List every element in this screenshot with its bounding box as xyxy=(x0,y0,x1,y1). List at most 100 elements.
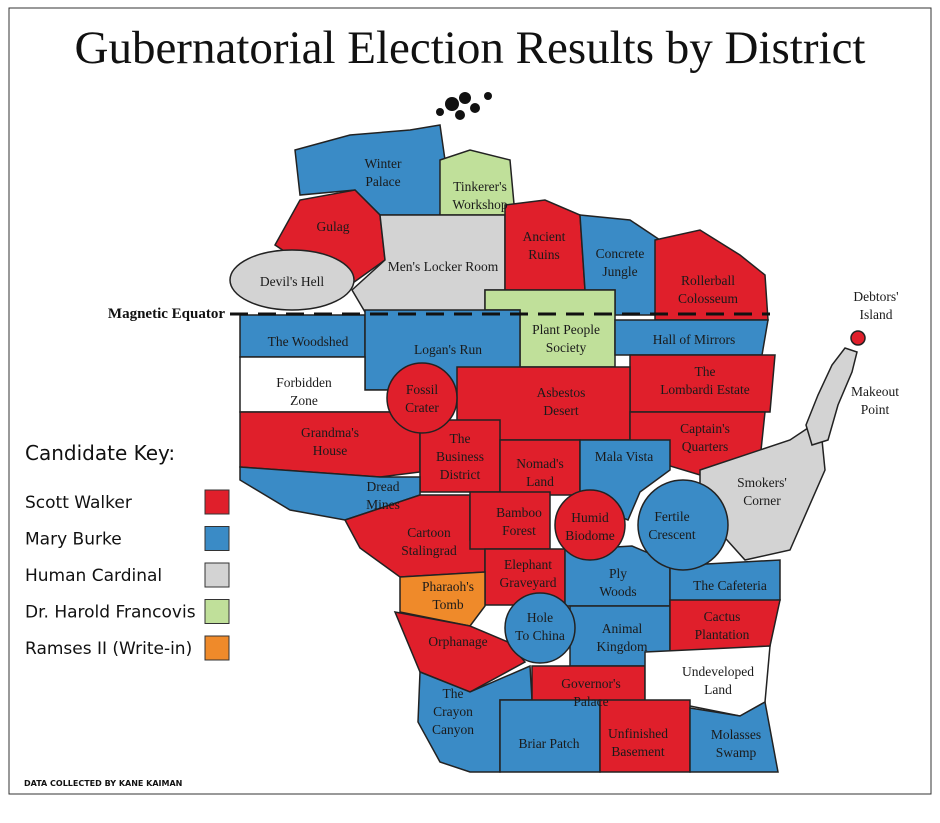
key-name: Ramses II (Write-in) xyxy=(25,639,192,659)
label-line: Ruins xyxy=(528,247,560,262)
label-line: Land xyxy=(704,682,732,697)
label-line: Crayon xyxy=(433,704,473,719)
district-label: Nomad's Land xyxy=(516,456,563,489)
islands xyxy=(436,92,492,120)
district-label: Animal Kingdom xyxy=(596,621,648,654)
district-label: The Business District xyxy=(436,431,484,482)
label-line: Crater xyxy=(405,400,439,415)
district-label: Briar Patch xyxy=(518,736,579,751)
key-name: Human Cardinal xyxy=(25,566,162,586)
district-label: Humid Biodome xyxy=(565,510,615,543)
key-title: Candidate Key: xyxy=(25,441,175,465)
district-label: Cartoon Stalingrad xyxy=(401,525,457,558)
district-label: Orphanage xyxy=(428,634,487,649)
district-label: The Woodshed xyxy=(268,334,349,349)
label-line: Men's Locker Room xyxy=(388,259,499,274)
label-line: Woods xyxy=(599,584,636,599)
district-label: Makeout Point xyxy=(851,384,899,417)
district xyxy=(637,479,729,571)
district-label: Winter Palace xyxy=(365,156,402,189)
label-line: Basement xyxy=(611,744,664,759)
label-line: Elephant xyxy=(504,557,552,572)
label-line: Orphanage xyxy=(428,634,487,649)
label-line: Tinkerer's xyxy=(453,179,507,194)
district-label: Molasses Swamp xyxy=(711,727,761,760)
label-line: Business xyxy=(436,449,484,464)
label-line: Colosseum xyxy=(678,291,739,306)
label-line: The Woodshed xyxy=(268,334,349,349)
district xyxy=(689,700,779,773)
key-swatch xyxy=(204,562,230,588)
label-line: Graveyard xyxy=(500,575,557,590)
label-line: Mala Vista xyxy=(595,449,654,464)
district xyxy=(386,362,458,434)
district-label: Ancient Ruins xyxy=(523,229,566,262)
label-line: Tomb xyxy=(432,597,464,612)
district xyxy=(805,347,858,446)
district-label: Dread Mines xyxy=(366,479,400,512)
label-line: Unfinished xyxy=(608,726,668,741)
label-line: Land xyxy=(526,474,554,489)
label-line: Mines xyxy=(366,497,400,512)
label-line: Winter xyxy=(365,156,402,171)
label-line: Society xyxy=(546,340,587,355)
label-line: Desert xyxy=(543,403,578,418)
key-swatch xyxy=(204,635,230,661)
label-line: The Cafeteria xyxy=(693,578,767,593)
district xyxy=(229,249,355,311)
district xyxy=(439,149,516,216)
label-line: Devil's Hell xyxy=(260,274,325,289)
label-line: Captain's xyxy=(680,421,730,436)
district-label: Pharaoh's Tomb xyxy=(422,579,474,612)
label-line: To China xyxy=(515,628,565,643)
district-label: Plant People Society xyxy=(532,322,600,355)
label-line: Cartoon xyxy=(407,525,451,540)
label-line: Plantation xyxy=(695,627,750,642)
label-line: Fertile xyxy=(654,509,689,524)
district-label: Smokers' Corner xyxy=(737,475,787,508)
label-line: Stalingrad xyxy=(401,543,457,558)
label-line: Debtors' xyxy=(853,289,898,304)
map-title: Gubernatorial Election Results by Distri… xyxy=(75,22,866,74)
district xyxy=(850,330,866,346)
label-line: Concrete xyxy=(596,246,645,261)
label-line: Humid xyxy=(571,510,609,525)
district xyxy=(504,199,586,291)
district-label: Unfinished Basement xyxy=(608,726,668,759)
district-label: Devil's Hell xyxy=(260,274,325,289)
district-label: Governor's Palace xyxy=(561,676,620,709)
label-line: Corner xyxy=(743,493,781,508)
label-line: Ancient xyxy=(523,229,566,244)
label-line: Kingdom xyxy=(596,639,648,654)
label-line: House xyxy=(313,443,348,458)
district-label: Mala Vista xyxy=(595,449,654,464)
credit: DATA COLLECTED BY KANE KAIMAN xyxy=(24,779,182,788)
label-line: Gulag xyxy=(317,219,350,234)
label-line: Biodome xyxy=(565,528,615,543)
district-label: Cactus Plantation xyxy=(695,609,750,642)
label-line: Island xyxy=(860,307,893,322)
key-name: Dr. Harold Francovis xyxy=(25,603,196,623)
district xyxy=(669,599,781,653)
district-label: Hall of Mirrors xyxy=(653,332,735,347)
label-line: Forest xyxy=(502,523,536,538)
label-line: Plant People xyxy=(532,322,600,337)
label-line: Ply xyxy=(609,566,627,581)
label-line: Canyon xyxy=(432,722,474,737)
label-line: Hole xyxy=(527,610,553,625)
district-label: Hole To China xyxy=(515,610,565,643)
district-label: Men's Locker Room xyxy=(388,259,499,274)
label-line: Smokers' xyxy=(737,475,787,490)
label-line: Point xyxy=(861,402,890,417)
district xyxy=(504,592,576,664)
district-label: Bamboo Forest xyxy=(496,505,542,538)
label-line: Molasses xyxy=(711,727,761,742)
label-line: Zone xyxy=(290,393,318,408)
district-label: Captain's Quarters xyxy=(680,421,730,454)
label-line: Palace xyxy=(365,174,400,189)
district-label: The Crayon Canyon xyxy=(432,686,474,737)
label-line: Forbidden xyxy=(276,375,332,390)
district-label: Tinkerer's Workshop xyxy=(452,179,507,212)
